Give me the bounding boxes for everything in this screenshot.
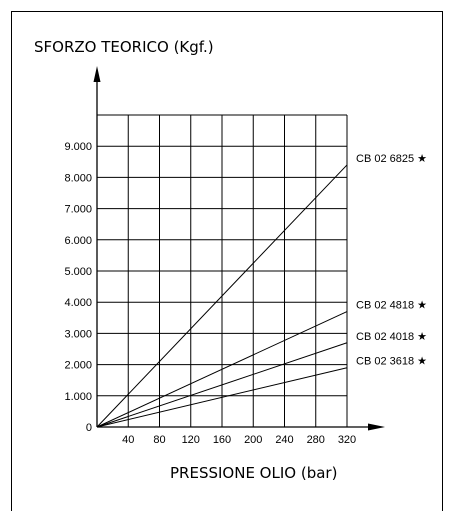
x-axis-label: PRESSIONE OLIO (bar) [170, 464, 337, 482]
x-tick-label: 320 [338, 434, 356, 446]
x-axis-arrow [368, 423, 385, 431]
x-tick-label: 120 [182, 434, 200, 446]
series-lines [96, 164, 348, 428]
y-tick-label: 1.000 [64, 391, 92, 403]
x-tick-label: 200 [244, 434, 262, 446]
series-line [96, 367, 348, 428]
x-tick-label: 80 [153, 434, 165, 446]
grid [97, 114, 348, 427]
series-line [96, 164, 348, 428]
series-line [96, 311, 348, 428]
series-label: CB 02 4818 ★ [356, 300, 427, 312]
y-tick-label: 9.000 [64, 141, 92, 153]
x-tick-label: 280 [307, 434, 325, 446]
y-axis-arrow [93, 66, 101, 82]
x-tick-label: 40 [122, 434, 134, 446]
y-tick-label: 8.000 [64, 172, 92, 184]
chart-frame [11, 11, 443, 511]
y-tick-label: 2.000 [64, 360, 92, 372]
x-tick-label: 160 [213, 434, 231, 446]
y-tick-labels: 0 1.000 2.000 3.000 4.000 5.000 6.000 7.000 8.00… [64, 141, 92, 434]
series-label: CB 02 4018 ★ [356, 331, 427, 343]
axes [93, 66, 385, 431]
y-tick-label: 7.000 [64, 204, 92, 216]
x-tick-label: 240 [275, 434, 293, 446]
series-label: CB 02 6825 ★ [356, 153, 427, 165]
series-label: CB 02 3618 ★ [356, 356, 427, 368]
x-tick-labels: 40 80 120 160 200 240 280 320 [122, 434, 356, 446]
y-tick-label: 3.000 [64, 328, 92, 340]
y-tick-label: 6.000 [64, 235, 92, 247]
y-tick-label: 0 [86, 422, 92, 434]
y-tick-label: 5.000 [64, 266, 92, 278]
series-line [96, 342, 348, 428]
series-labels: CB 02 6825 ★ CB 02 4818 ★ CB 02 4018 ★ CB 0… [356, 153, 427, 368]
chart-title: SFORZO TEORICO (Kgf.) [34, 38, 214, 56]
y-tick-label: 4.000 [64, 297, 92, 309]
